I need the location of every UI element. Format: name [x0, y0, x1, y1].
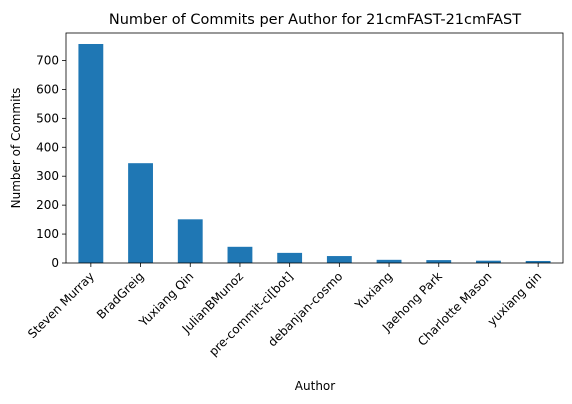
bar	[227, 246, 253, 263]
y-tick-label: 700	[36, 53, 59, 67]
bar	[277, 252, 303, 263]
bar	[426, 260, 452, 263]
y-tick-label: 0	[51, 256, 59, 270]
x-tick-label: BradGreig	[94, 269, 147, 322]
x-tick-label: Yuxiang	[352, 269, 396, 313]
bar	[376, 259, 402, 263]
plot-frame	[65, 32, 564, 264]
chart-title: Number of Commits per Author for 21cmFAS…	[109, 12, 521, 28]
bar	[525, 260, 551, 263]
bar	[326, 256, 352, 263]
y-tick-label: 100	[36, 227, 59, 241]
x-tick-label: pre-commit-ci[bot]	[206, 269, 296, 359]
x-axis-label: Author	[295, 379, 335, 393]
y-tick-label: 600	[36, 82, 59, 96]
y-tick-label: 300	[36, 169, 59, 183]
x-tick-label: yuxiang qin	[485, 269, 544, 328]
bar	[78, 43, 104, 263]
bar	[476, 260, 501, 263]
y-tick-label: 200	[36, 198, 59, 212]
plot-area: 0 100 200 300 400 500 600 700 Steven MurrayBradG…	[25, 32, 564, 359]
y-tick-label: 500	[36, 111, 59, 125]
y-axis-label: Number of Commits	[9, 88, 23, 209]
y-tick-label: 400	[36, 140, 59, 154]
x-tick-label: Steven Murray	[25, 269, 97, 341]
bar	[128, 163, 153, 263]
bar	[177, 219, 203, 263]
